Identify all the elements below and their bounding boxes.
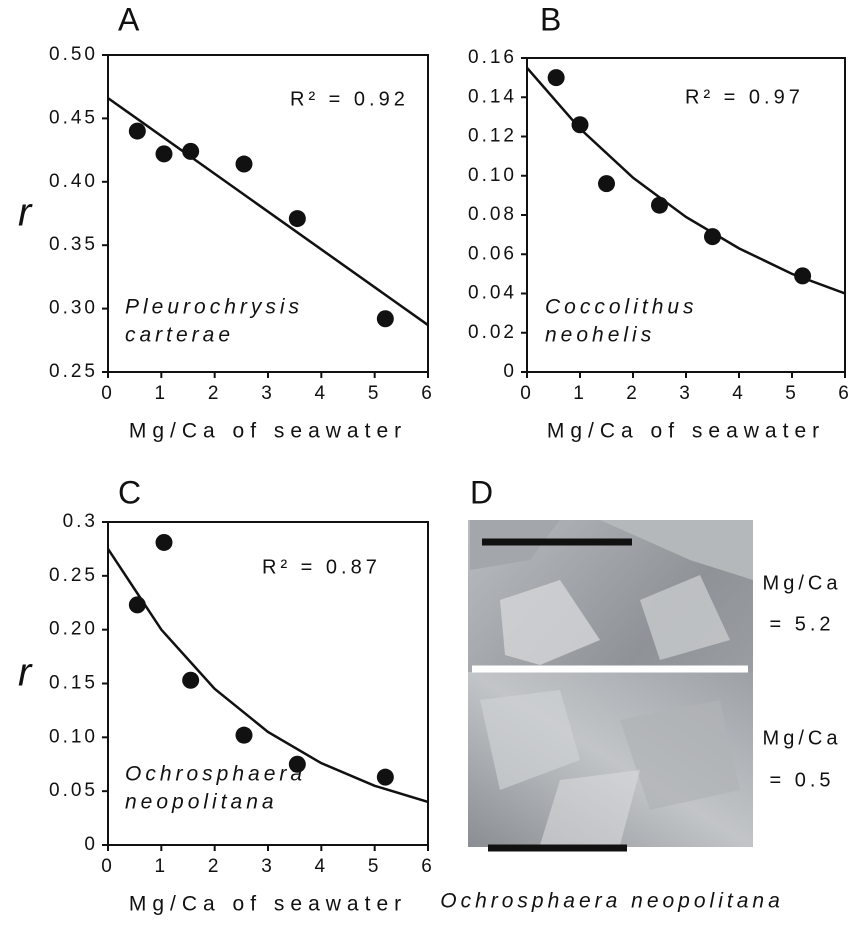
data-point [182, 143, 199, 160]
y-tick-label: 0.25 [49, 565, 98, 586]
data-point [377, 769, 394, 786]
data-point [548, 69, 565, 86]
x-tick-label: 4 [732, 383, 746, 404]
y-tick-label: 0.04 [468, 283, 517, 304]
x-tick-label: 6 [838, 383, 852, 404]
x-tick-label: 4 [315, 856, 329, 877]
y-tick-label: 0.10 [468, 165, 517, 186]
x-tick-label: 1 [573, 383, 587, 404]
r-squared: R² = 0.92 [290, 88, 409, 110]
y-axis-title: r [18, 651, 33, 695]
x-tick-label: 0 [101, 856, 115, 877]
panel-label: A [118, 1, 140, 37]
x-tick-label: 0 [520, 383, 534, 404]
caption: Ochrosphaera neopolitana [440, 890, 784, 913]
x-tick-label: 5 [368, 856, 382, 877]
panel-label: D [470, 474, 493, 510]
y-tick-label: 0.35 [49, 234, 98, 255]
panel-label: B [540, 1, 561, 37]
data-point [289, 756, 306, 773]
y-tick-label: 0.25 [49, 361, 98, 382]
data-point [572, 116, 589, 133]
x-tick-label: 5 [785, 383, 799, 404]
x-tick-label: 2 [208, 856, 222, 877]
y-tick-label: 0.16 [468, 47, 517, 68]
species-label: Coccolithus [545, 296, 698, 319]
y-tick-label: 0 [84, 834, 98, 855]
y-tick-label: 0.06 [468, 243, 517, 264]
y-tick-label: 0.40 [49, 171, 98, 192]
annotation: Mg/Ca [763, 572, 842, 594]
data-point [794, 267, 811, 284]
data-point [704, 228, 721, 245]
figure: D Mg/Ca = 5.2 Mg/Ca = 0.5 Ochrosphaera n… [0, 0, 853, 928]
y-tick-label: 0.20 [49, 619, 98, 640]
x-tick-label: 2 [626, 383, 640, 404]
x-axis-title: Mg/Ca of seawater [129, 893, 407, 916]
y-tick-label: 0.12 [468, 126, 517, 147]
species-label: Ochrosphaera [125, 763, 306, 786]
data-point [129, 123, 146, 140]
y-tick-label: 0.05 [49, 780, 98, 801]
data-point [236, 156, 253, 173]
species-label: neohelis [545, 324, 655, 347]
species-label: neopolitana [125, 791, 278, 814]
y-tick-label: 0.08 [468, 204, 517, 225]
x-tick-label: 3 [261, 383, 275, 404]
x-tick-label: 6 [421, 383, 435, 404]
x-tick-label: 2 [208, 383, 222, 404]
species-label: Pleurochrysis [125, 296, 303, 319]
annotation: = 5.2 [769, 613, 834, 635]
data-point [598, 175, 615, 192]
fit-line [108, 98, 428, 325]
data-point [156, 534, 173, 551]
r-squared: R² = 0.87 [262, 556, 381, 578]
y-axis-title: r [18, 191, 33, 235]
y-tick-label: 0.14 [468, 86, 517, 107]
data-point [651, 197, 668, 214]
x-axis-title: Mg/Ca of seawater [547, 420, 825, 443]
x-tick-label: 1 [155, 383, 169, 404]
y-tick-label: 0 [503, 361, 517, 382]
x-axis-title: Mg/Ca of seawater [129, 420, 407, 443]
annotation: Mg/Ca [763, 727, 842, 749]
data-point [156, 145, 173, 162]
y-tick-label: 0.50 [49, 44, 98, 65]
y-tick-label: 0.30 [49, 298, 98, 319]
y-tick-label: 0.10 [49, 726, 98, 747]
data-point [182, 672, 199, 689]
x-tick-label: 6 [421, 856, 435, 877]
sem-image [468, 520, 753, 848]
y-tick-label: 0.3 [63, 511, 98, 532]
x-tick-label: 1 [155, 856, 169, 877]
x-tick-label: 3 [679, 383, 693, 404]
r-squared: R² = 0.97 [685, 86, 804, 108]
data-point [129, 596, 146, 613]
y-tick-label: 0.02 [468, 322, 517, 343]
data-point [236, 727, 253, 744]
x-tick-label: 0 [101, 383, 115, 404]
y-tick-label: 0.45 [49, 107, 98, 128]
annotation: = 0.5 [769, 769, 834, 791]
data-point [377, 310, 394, 327]
x-tick-label: 4 [315, 383, 329, 404]
x-tick-label: 3 [261, 856, 275, 877]
panel-label: C [118, 474, 141, 510]
data-point [289, 210, 306, 227]
x-tick-label: 5 [368, 383, 382, 404]
y-tick-label: 0.15 [49, 673, 98, 694]
species-label: carterae [125, 324, 234, 347]
